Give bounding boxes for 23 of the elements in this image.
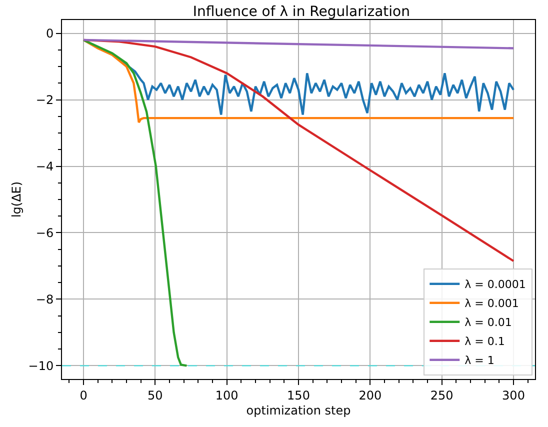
legend-label: λ = 0.1: [464, 335, 505, 348]
y-axis-title: lg(ΔE): [10, 181, 24, 218]
y-tick-label: −10: [28, 358, 54, 373]
y-tick-label: −4: [36, 159, 54, 174]
x-tick-label: 100: [215, 388, 238, 402]
y-tick-label: −2: [36, 92, 54, 107]
x-tick-label: 0: [80, 388, 88, 402]
line-series: [82, 38, 188, 367]
chart-title: Influence of λ in Regularization: [192, 4, 410, 20]
y-tick-label: −6: [36, 226, 54, 240]
x-tick-label: 50: [148, 388, 163, 402]
y-tick-label: −8: [36, 292, 54, 306]
legend-label: λ = 0.0001: [464, 278, 526, 292]
line-series: [82, 38, 515, 124]
x-tick-label: 200: [358, 388, 382, 402]
x-axis-title: optimization step: [246, 403, 351, 418]
legend-label: λ = 0.001: [464, 297, 519, 310]
x-tick-label: 300: [502, 388, 525, 402]
legend-label: λ = 1: [464, 354, 494, 368]
legend-label: λ = 0.01: [464, 316, 512, 330]
x-tick-label: 150: [287, 388, 310, 402]
x-tick-label: 250: [430, 388, 454, 402]
y-tick-label: 0: [46, 26, 54, 40]
